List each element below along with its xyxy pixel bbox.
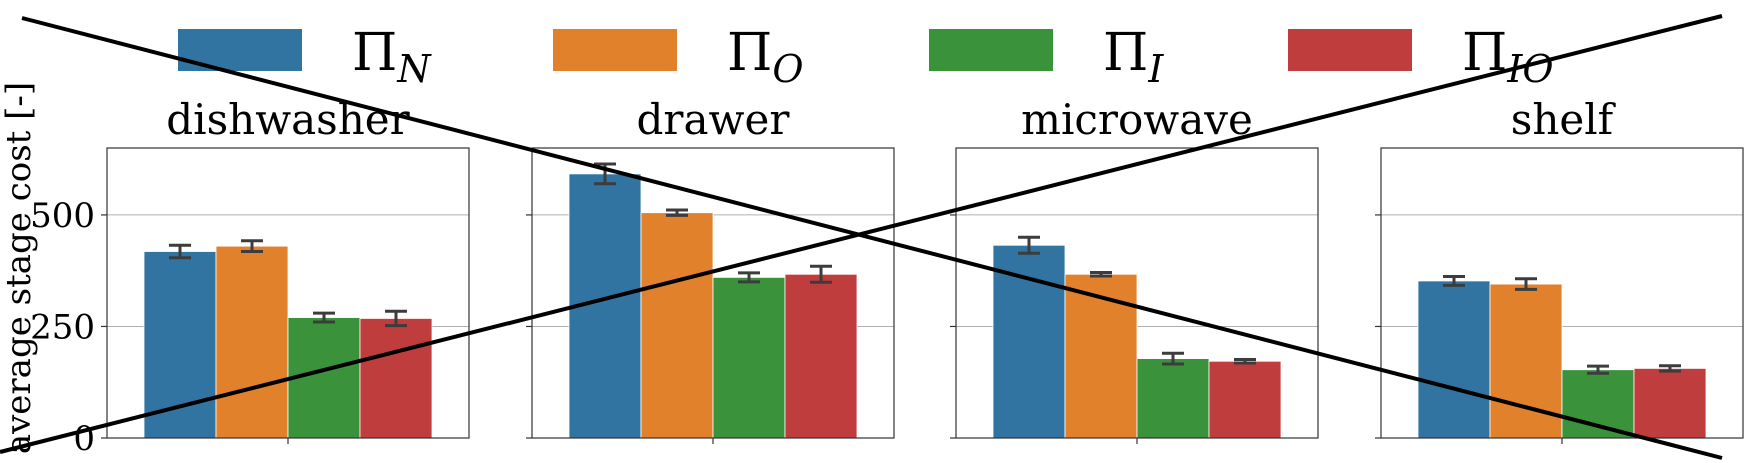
panel-dishwasher: 0 250 500 dishwasher: [30, 95, 470, 459]
y-tick-label: 500: [30, 196, 95, 236]
cross-line-ascending: [0, 14, 1723, 454]
cross-out-lines: [0, 14, 1723, 460]
legend-entry-4: ΠIO: [1288, 23, 1554, 91]
panel-drawer: drawer: [526, 95, 895, 444]
bar: [1633, 367, 1707, 439]
legend-swatch: [1288, 29, 1412, 71]
legend-swatch: [553, 29, 677, 71]
bar: [1136, 358, 1210, 439]
legend-entry-1: ΠN: [178, 23, 432, 91]
panel-shelf: shelf: [1375, 95, 1744, 444]
legend-label: ΠN: [352, 23, 432, 91]
panel-title: microwave: [1021, 95, 1253, 144]
panel-title: dishwasher: [166, 95, 410, 144]
legend-swatch: [929, 29, 1053, 71]
y-tick-label: 0: [73, 419, 95, 459]
bar: [215, 245, 289, 439]
legend-label: ΠO: [727, 23, 804, 91]
y-tick-label: 250: [30, 307, 95, 347]
y-axis-label: average stage cost [-]: [0, 82, 39, 454]
legend-entry-2: ΠO: [553, 23, 804, 91]
bar: [640, 212, 714, 439]
panel-title: shelf: [1511, 95, 1617, 144]
panels: 0 250 500 dishwasher drawer microwave shelf: [30, 95, 1744, 459]
legend-label: ΠIO: [1462, 23, 1554, 91]
bar: [712, 276, 786, 439]
bar: [359, 318, 433, 439]
cross-line-descending: [21, 16, 1723, 460]
legend: ΠN ΠO ΠI ΠIO: [178, 23, 1554, 91]
bar: [1417, 280, 1491, 439]
panel-title: drawer: [637, 95, 791, 144]
legend-entry-3: ΠI: [929, 23, 1164, 91]
bar: [143, 251, 217, 439]
bar: [1208, 360, 1282, 439]
legend-label: ΠI: [1103, 23, 1164, 91]
bar: [784, 273, 858, 439]
panel-microwave: microwave: [950, 95, 1319, 444]
